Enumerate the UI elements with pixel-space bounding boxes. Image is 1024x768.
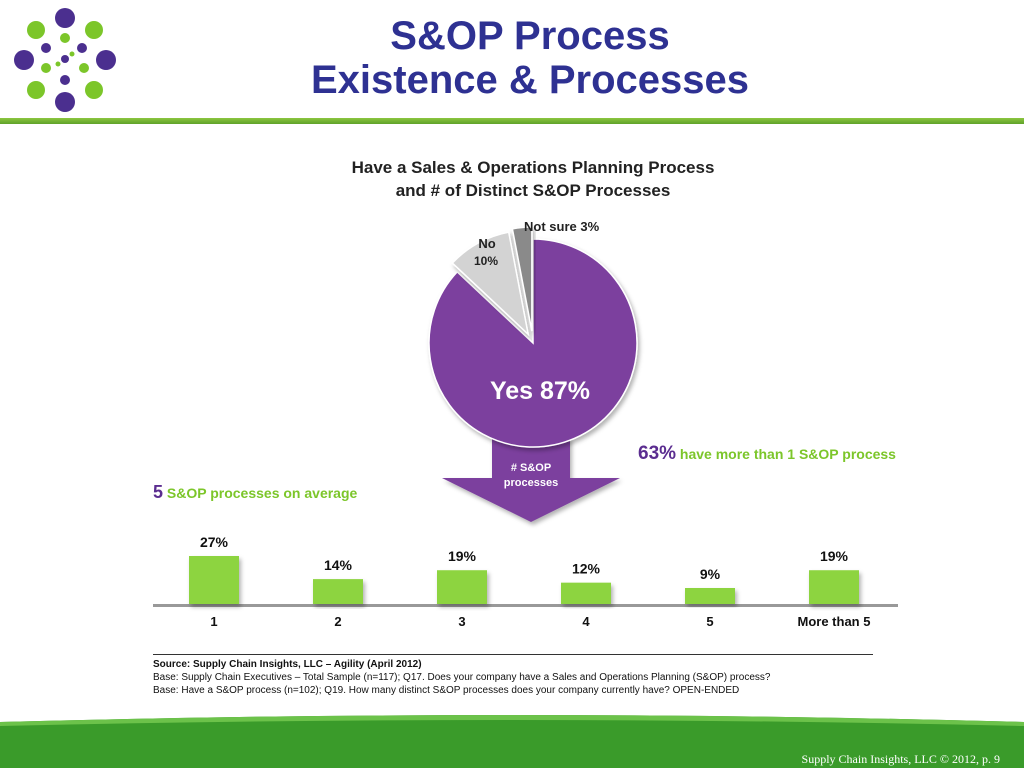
bar-2 [313,579,363,604]
bar-value-label-3: 19% [448,548,477,564]
source-notes: Source: Supply Chain Insights, LLC – Agi… [153,654,873,697]
title-divider [0,118,1024,124]
bar-category-label-3: 3 [458,614,465,629]
footer-band [0,715,1024,768]
bar-value-label-1: 27% [200,534,229,550]
title-line-1: S&OP Process [390,14,670,58]
bar-4 [561,582,611,604]
bar-category-label-4: 4 [582,614,590,629]
pie-label-no-value: 10% [474,254,498,268]
footer-text: Supply Chain Insights, LLC © 2012, p. 9 [801,752,1000,766]
average-value: 5 [153,482,164,502]
bar-category-label-5: 5 [706,614,713,629]
title-line-2: Existence & Processes [310,58,750,102]
source-line-2: Base: Supply Chain Executives – Total Sa… [153,672,771,683]
pie-label-yes: Yes 87% [490,377,590,405]
pie-slice-yes [428,238,638,448]
bar-5 [685,588,735,604]
bar-category-label-6: More than 5 [798,614,871,629]
average-callout: 5 S&OP processes on average [153,482,357,503]
bar-3 [437,570,487,604]
more-than-one-value: 63% [638,443,677,464]
arrow-label-line-2: processes [504,477,558,489]
more-than-one-text: have more than 1 S&OP process [679,446,896,462]
bar-value-label-6: 19% [820,548,849,564]
arrow-shape [442,438,620,522]
slide-title: S&OP Process Existence & Processes [200,14,860,102]
pie-slice-not-sure [511,226,533,332]
chart-title: Have a Sales & Operations Planning Proce… [290,156,776,202]
arrow-label-line-1: # S&OP [511,462,551,474]
pie-label-no: No [478,236,495,251]
chart-title-line-1: Have a Sales & Operations Planning Proce… [351,158,715,177]
bar-1 [189,556,239,604]
pie-slice-no [451,231,530,337]
bar-category-label-2: 2 [334,614,341,629]
bar-category-label-1: 1 [210,614,217,629]
chart-title-line-2: and # of Distinct S&OP Processes [395,181,671,200]
more-than-one-callout: 63% have more than 1 S&OP process [638,443,896,465]
bar-value-label-2: 14% [324,557,353,573]
pie-label-not-sure: Not sure 3% [524,219,600,234]
source-line-3: Base: Have a S&OP process (n=102); Q19. … [153,685,740,696]
average-text: S&OP processes on average [166,485,358,501]
bar-value-label-4: 12% [572,561,601,577]
bar-value-label-5: 9% [700,566,721,582]
company-logo [14,8,116,112]
bar-6 [809,570,859,604]
source-line-1: Source: Supply Chain Insights, LLC – Agi… [153,659,422,670]
